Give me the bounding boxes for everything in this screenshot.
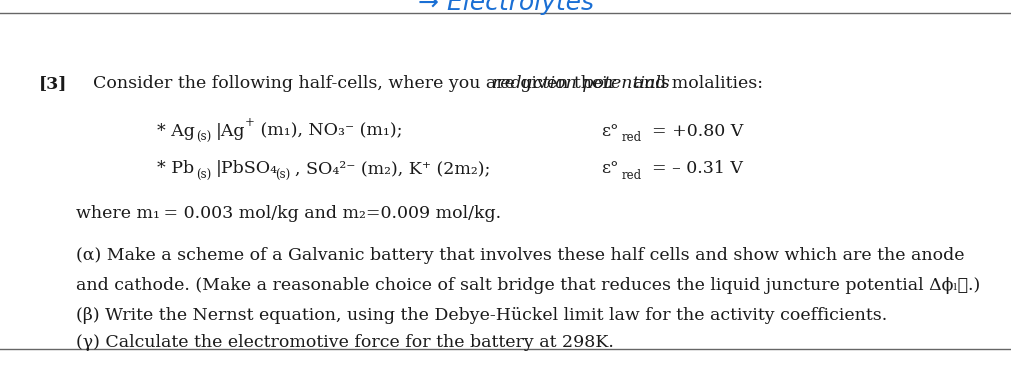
Text: and molalities:: and molalities: [628, 75, 763, 92]
Text: (β) Write the Nernst equation, using the Debye-Hückel limit law for the activity: (β) Write the Nernst equation, using the… [76, 307, 887, 324]
Text: [3]: [3] [38, 75, 67, 92]
Text: = +0.80 V: = +0.80 V [652, 123, 743, 139]
Text: |Ag: |Ag [216, 123, 246, 139]
Text: (m₁), NO₃⁻ (m₁);: (m₁), NO₃⁻ (m₁); [255, 123, 402, 139]
Text: |PbSO₄: |PbSO₄ [216, 160, 278, 177]
Text: and cathode. (Make a reasonable choice of salt bridge that reduces the liquid ju: and cathode. (Make a reasonable choice o… [76, 277, 980, 294]
Text: (s): (s) [196, 169, 211, 181]
Text: (s): (s) [196, 131, 211, 144]
Text: Consider the following half-cells, where you are given their: Consider the following half-cells, where… [93, 75, 622, 92]
Text: red: red [622, 169, 642, 181]
Text: +: + [245, 116, 255, 129]
Text: , SO₄²⁻ (m₂), K⁺ (2m₂);: , SO₄²⁻ (m₂), K⁺ (2m₂); [295, 160, 490, 177]
Text: (s): (s) [275, 169, 290, 181]
Text: red: red [622, 131, 642, 144]
Text: ε°: ε° [602, 160, 619, 177]
Text: (γ) Calculate the electromotive force for the battery at 298K.: (γ) Calculate the electromotive force fo… [76, 334, 614, 351]
Text: where m₁ = 0.003 mol/kg and m₂=0.009 mol/kg.: where m₁ = 0.003 mol/kg and m₂=0.009 mol… [76, 205, 500, 222]
Text: reduction potentials: reduction potentials [492, 75, 670, 92]
Text: ε°: ε° [602, 123, 619, 139]
Text: = – 0.31 V: = – 0.31 V [652, 160, 743, 177]
Text: (α) Make a scheme of a Galvanic battery that involves these half cells and show : (α) Make a scheme of a Galvanic battery … [76, 247, 964, 264]
Text: → Electrolytes: → Electrolytes [418, 0, 593, 15]
Text: * Pb: * Pb [157, 160, 194, 177]
Text: * Ag: * Ag [157, 123, 194, 139]
